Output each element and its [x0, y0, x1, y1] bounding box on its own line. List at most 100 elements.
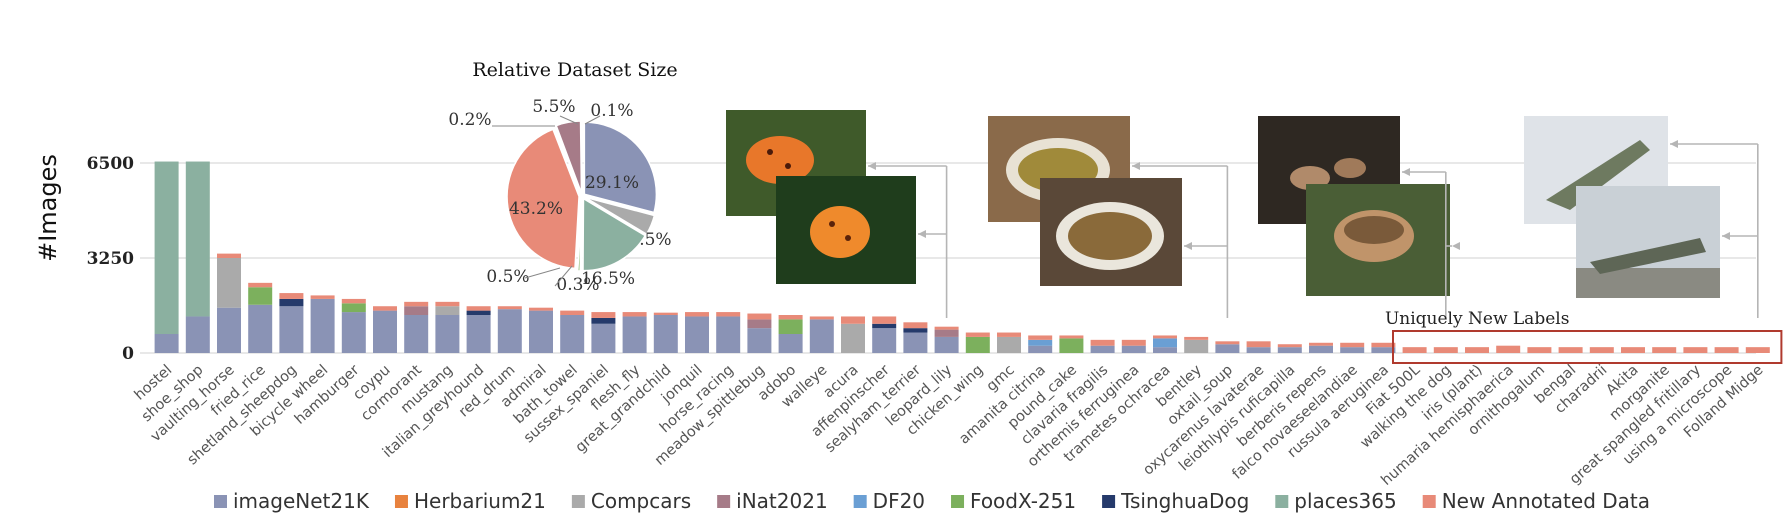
bar-segment	[497, 309, 522, 353]
bar-segment	[591, 323, 616, 353]
bar-segment	[1153, 347, 1177, 353]
bar-segment	[185, 316, 210, 353]
bar-segment	[747, 319, 772, 329]
arrow-head	[1132, 162, 1140, 170]
bar-segment	[1277, 344, 1302, 348]
bar-segment	[279, 298, 304, 307]
bar-segment	[341, 298, 366, 304]
bar-segment	[622, 312, 647, 317]
bar-segment	[404, 301, 429, 307]
bar-segment	[310, 295, 335, 299]
bar-segment	[934, 336, 959, 353]
bar-segment	[1527, 347, 1552, 353]
bar-segment	[1652, 347, 1677, 353]
pie-slice-label: 0.5%	[486, 267, 529, 287]
bar-segment	[1465, 347, 1489, 353]
bar-segment	[934, 326, 959, 330]
bar-segment	[716, 316, 741, 353]
legend-swatch	[951, 495, 965, 508]
bar-segment	[622, 316, 647, 353]
jet-image-2	[1576, 186, 1720, 298]
pie-slice-label: 5.5%	[532, 97, 575, 117]
pie-slice-label: 0.1%	[590, 101, 633, 121]
bar-segment	[217, 307, 241, 353]
pie-slice-label: 0.2%	[448, 110, 491, 130]
bar-segment	[809, 319, 834, 353]
pie-slice	[582, 197, 647, 272]
bar-segment	[903, 322, 928, 329]
bar-segment	[747, 328, 772, 353]
bar-segment	[217, 253, 241, 258]
bar-segment	[1090, 345, 1115, 353]
pie-slice	[584, 196, 656, 236]
legend-label: TsinghuaDog	[1120, 489, 1249, 513]
bar-segment	[591, 317, 616, 324]
bar-segment	[1371, 347, 1396, 353]
bar-segment	[1371, 342, 1396, 348]
bar-segment	[1028, 339, 1053, 346]
bar-segment	[435, 301, 460, 307]
bar-segment	[1589, 347, 1614, 353]
bar-segment	[841, 316, 865, 324]
pie-slice	[506, 128, 580, 270]
legend-swatch	[1102, 495, 1116, 508]
bar-segment	[997, 336, 1021, 353]
bar-segment	[1059, 338, 1084, 353]
mushroom-image-2	[1306, 184, 1450, 296]
lily-image-2	[776, 176, 916, 284]
bar-segment	[1621, 347, 1645, 353]
unique-labels-text: Uniquely New Labels	[1385, 309, 1569, 329]
bar-segment	[1246, 347, 1271, 353]
legend-swatch	[717, 495, 731, 508]
bar-segment	[1714, 347, 1739, 353]
bar-segment	[591, 312, 616, 318]
bar-segment	[997, 332, 1021, 337]
bar-segment	[497, 306, 522, 310]
bar-segment	[310, 298, 335, 353]
pie-slice	[577, 198, 583, 272]
bar-segment	[560, 315, 585, 353]
bar-segment	[685, 316, 709, 353]
arrow-head	[1722, 232, 1730, 240]
bar-segment	[466, 315, 491, 353]
y-axis: #Images 0 3250 6500	[34, 154, 134, 364]
example-thumbnails	[726, 110, 1720, 298]
legend-label: places365	[1294, 489, 1396, 513]
bar-segment	[685, 312, 709, 317]
bar-segment	[435, 315, 460, 353]
bar-segment	[341, 303, 366, 313]
bar-segment	[217, 258, 241, 308]
legend-label: FoodX-251	[970, 489, 1076, 513]
bar-segment	[1153, 335, 1177, 339]
y-axis-label: #Images	[34, 154, 62, 262]
bar-segment	[1340, 347, 1365, 353]
bar-segment	[778, 319, 803, 334]
bar-segment	[1184, 336, 1209, 340]
bar-segment	[1028, 335, 1053, 340]
bar-segment	[747, 313, 772, 320]
bar-segment	[872, 323, 897, 329]
bar-segment	[404, 315, 429, 353]
arrow-head	[1184, 242, 1192, 250]
bar-segment	[248, 304, 273, 353]
bars	[154, 161, 1770, 353]
legend-swatch	[1422, 495, 1436, 508]
leader-arrows	[868, 140, 1759, 318]
y-tick-label: 0	[122, 344, 134, 364]
arrow-head	[918, 230, 926, 238]
bar-segment	[778, 334, 803, 353]
bar-segment	[1340, 342, 1365, 348]
pie-leader	[584, 115, 601, 125]
legend-swatch	[571, 495, 585, 508]
bar-segment	[373, 306, 397, 311]
unique-labels-annotation: Uniquely New Labels	[1385, 309, 1783, 364]
bar-segment	[560, 310, 585, 315]
bar-segment	[965, 336, 990, 353]
y-tick-label: 3250	[87, 249, 134, 269]
unique-labels-box	[1392, 330, 1783, 364]
bar-segment	[248, 282, 273, 288]
pie-slice-label: 16.5%	[581, 269, 635, 289]
bar-segment	[934, 329, 959, 337]
pie-leader	[524, 267, 561, 279]
bar-segment	[373, 310, 397, 353]
